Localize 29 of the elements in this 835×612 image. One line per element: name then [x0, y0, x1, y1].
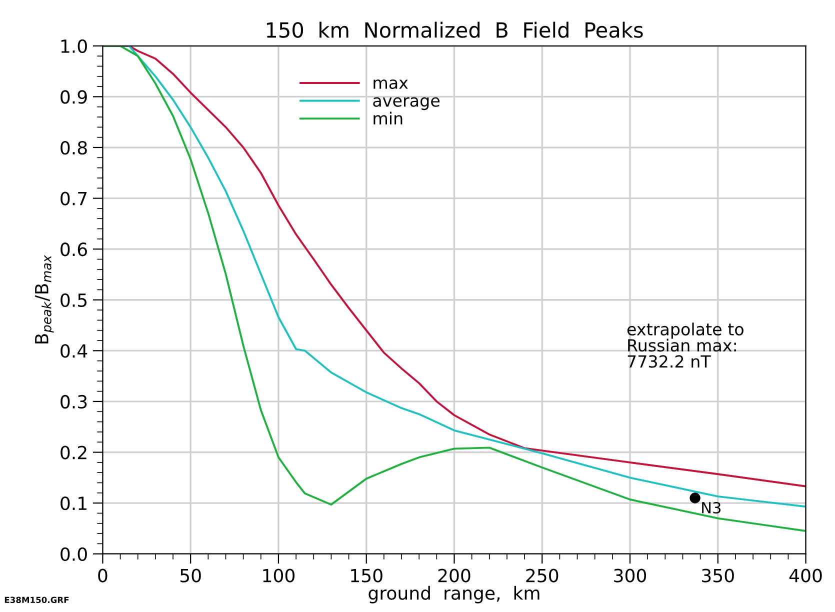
y-tick-label: 0.6	[60, 242, 87, 256]
y-tick-label: 0.2	[60, 446, 86, 460]
x-tick-label: 150	[351, 568, 382, 582]
legend-label: min	[374, 112, 402, 124]
y-tick-label: 0.1	[60, 496, 86, 510]
x-tick-label: 200	[438, 568, 470, 582]
legend-label: average	[373, 97, 440, 110]
x-axis-title: ground range, km	[368, 586, 540, 604]
x-tick-label: 100	[263, 568, 295, 582]
x-tick-label: 50	[180, 568, 201, 582]
series-label: N3	[702, 502, 721, 514]
x-tick-label: 350	[702, 568, 734, 582]
y-tick-label: 0.4	[60, 344, 88, 358]
y-tick-label: 0.3	[60, 394, 87, 409]
text: E38M150.GRF	[4, 596, 69, 604]
y-axis-title: B$_{peak}$/B$_{max}$	[35, 255, 54, 344]
legend-label: max	[374, 79, 408, 90]
chart-title: 150 km Normalized B Field Peaks	[266, 22, 643, 38]
y-tick-label: 0.9	[60, 90, 87, 104]
x-tick-label: 250	[526, 568, 558, 582]
y-tick-label: 0.8	[60, 140, 87, 155]
x-tick-label: 400	[789, 568, 822, 582]
y-tick-label: 1.0	[61, 39, 87, 54]
y-tick-label: 0.7	[60, 192, 87, 206]
x-tick-label: 0	[98, 568, 108, 582]
y-tick-label: 0.0	[60, 547, 87, 561]
y-tick-label: 0.5	[60, 293, 87, 307]
annotation: extrapolate to Russian max: 7732.2 nT	[627, 322, 744, 368]
x-tick-label: 300	[614, 568, 646, 582]
